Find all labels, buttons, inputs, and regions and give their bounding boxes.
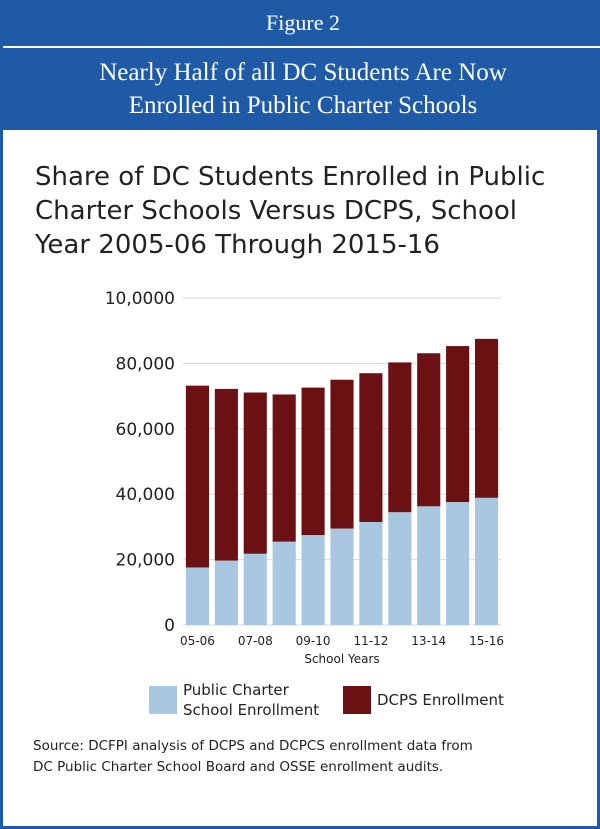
y-tick-label: 60,000 (116, 420, 175, 440)
bar-dcps (330, 379, 354, 529)
bar-charter (474, 497, 499, 625)
bar-dcps (185, 385, 210, 568)
y-tick-label: 10,0000 (105, 289, 175, 309)
x-tick-label: 15-16 (469, 634, 504, 648)
bar-dcps (417, 353, 441, 507)
bar-dcps (214, 388, 238, 561)
bar-dcps (301, 387, 325, 536)
chart-title-line1: Share of DC Students Enrolled in Public (35, 162, 546, 192)
chart-title-line3: Year 2005-06 Through 2015-16 (35, 230, 440, 260)
legend-label-dcps: DCPS Enrollment (377, 691, 504, 709)
bar-dcps (243, 392, 267, 554)
bar-charter (272, 541, 296, 625)
bar-dcps (359, 373, 383, 522)
chart-title: Share of DC Students Enrolled in Public … (35, 160, 595, 262)
y-tick-label: 80,000 (116, 354, 175, 374)
figure-title-line2: Enrolled in Public Charter Schools (128, 92, 478, 119)
source-note-line2: DC Public Charter School Board and OSSE … (33, 759, 444, 775)
bar-dcps (474, 338, 499, 498)
source-note: Source: DCFPI analysis of DCPS and DCPCS… (33, 736, 593, 778)
figure-title-line1: Nearly Half of all DC Students Are Now (99, 59, 507, 86)
bar-charter (243, 553, 267, 625)
bar-dcps (272, 394, 296, 542)
figure-title: Nearly Half of all DC Students Are Now E… (3, 48, 600, 130)
legend-label-charter-line1: Public Charter (183, 681, 289, 699)
legend-swatch-dcps (343, 686, 371, 714)
bar-charter (214, 560, 238, 625)
legend-label-charter-line2: School Enrollment (183, 701, 320, 719)
legend-swatch-charter (149, 686, 177, 714)
y-tick-label: 20,000 (116, 551, 175, 571)
stacked-bar-chart: 0 20,000 40,000 60,000 80,000 10,0000 05-06 07-… (105, 289, 504, 666)
x-tick-label: 11-12 (353, 634, 388, 648)
x-tick-label: 05-06 (180, 634, 215, 648)
chart-title-line2: Charter Schools Versus DCPS, School (35, 196, 518, 226)
bar-charter (301, 535, 325, 625)
x-axis-title: School Years (304, 652, 379, 666)
bar-charter (388, 512, 412, 625)
x-tick-label: 09-10 (296, 634, 331, 648)
bar-charter (330, 528, 354, 625)
bar-charter (417, 506, 441, 625)
y-tick-label: 40,000 (116, 485, 175, 505)
bar-dcps (388, 362, 412, 513)
bar-charter (359, 521, 383, 625)
bar-dcps (446, 346, 470, 503)
x-tick-label: 07-08 (238, 634, 273, 648)
bar-charter (185, 567, 210, 625)
bar-charter (446, 502, 470, 625)
legend-label-charter: Public Charter School Enrollment (183, 680, 319, 720)
figure-label: Figure 2 (3, 0, 600, 46)
y-tick-label: 0 (164, 616, 175, 636)
header-divider (3, 46, 600, 48)
source-note-line1: Source: DCFPI analysis of DCPS and DCPCS… (33, 738, 473, 754)
x-tick-label: 13-14 (411, 634, 446, 648)
